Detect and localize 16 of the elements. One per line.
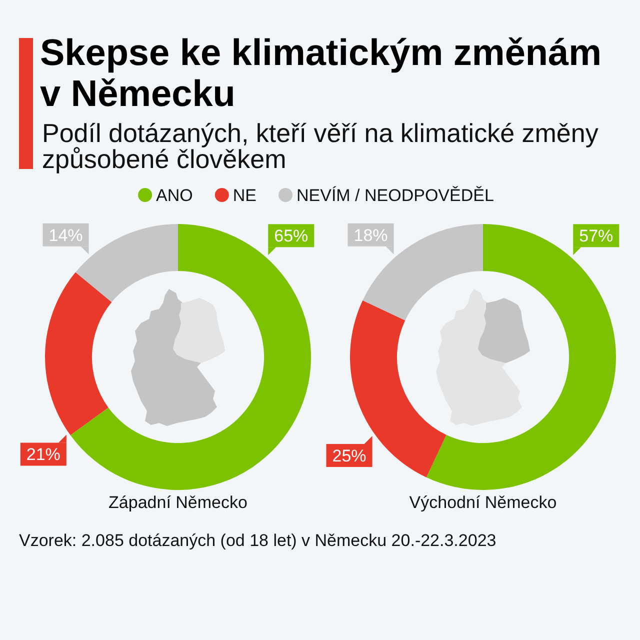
data-label: 14% (48, 226, 83, 245)
text: Západní Německo (108, 493, 248, 512)
data-label: 57% (579, 226, 614, 246)
data-label: 25% (332, 446, 366, 466)
data-label: 65% (274, 226, 308, 246)
chart-title: Skepse ke klimatickým změnám v Německu (40, 32, 602, 114)
donut-slice (426, 224, 616, 490)
text: Východní Německo (409, 493, 557, 512)
legend-label: ANO (156, 186, 193, 205)
text: Vzorek: 2.085 dotázaných (od 18 let) v Německu 20.-22.3.2023 (19, 531, 496, 550)
legend-label: NEVÍM / NEODPOVĚDĚL (296, 186, 494, 205)
legend-label: NE (232, 186, 257, 205)
data-label: 18% (354, 226, 388, 245)
data-label: 21% (26, 445, 60, 464)
donut-slice (45, 272, 112, 436)
chart-subtitle: Podíl dotázaných, kteří věří na klimatické změny způsobené člověkem (42, 118, 598, 174)
